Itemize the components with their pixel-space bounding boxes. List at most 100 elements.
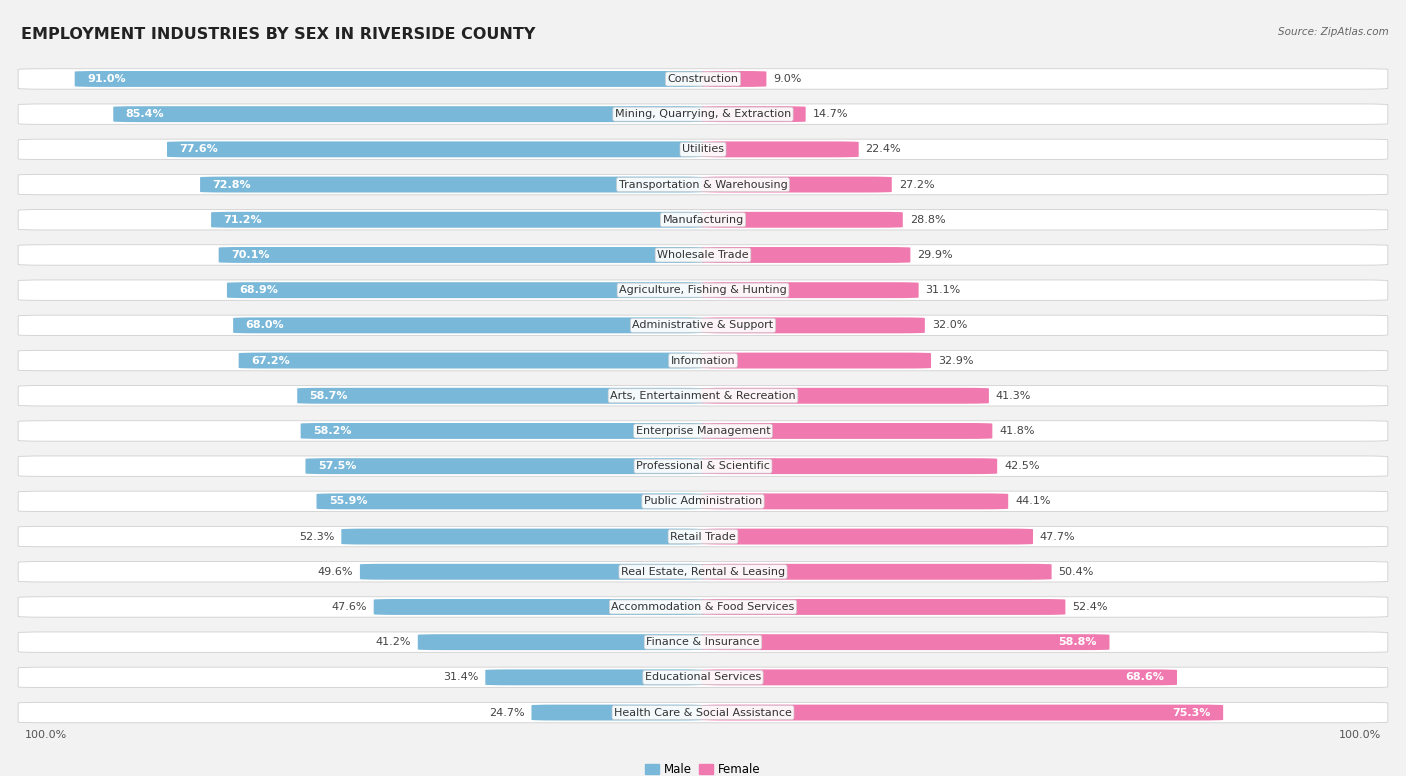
FancyBboxPatch shape [18,632,1388,653]
Text: 67.2%: 67.2% [252,355,290,365]
FancyBboxPatch shape [18,702,1388,722]
FancyBboxPatch shape [18,69,1388,89]
Text: 42.5%: 42.5% [1004,461,1039,471]
Text: EMPLOYMENT INDUSTRIES BY SEX IN RIVERSIDE COUNTY: EMPLOYMENT INDUSTRIES BY SEX IN RIVERSID… [21,27,536,42]
FancyBboxPatch shape [702,423,993,439]
FancyBboxPatch shape [18,526,1388,547]
Text: Manufacturing: Manufacturing [662,215,744,225]
FancyBboxPatch shape [702,247,910,263]
FancyBboxPatch shape [702,212,903,227]
Text: 52.3%: 52.3% [299,532,335,542]
Text: 58.7%: 58.7% [309,391,349,400]
Text: 41.8%: 41.8% [1000,426,1035,436]
Text: Source: ZipAtlas.com: Source: ZipAtlas.com [1278,27,1389,37]
FancyBboxPatch shape [702,564,1052,580]
Text: 58.8%: 58.8% [1059,637,1097,647]
Text: Educational Services: Educational Services [645,672,761,682]
Text: 41.3%: 41.3% [995,391,1031,400]
FancyBboxPatch shape [702,317,925,334]
FancyBboxPatch shape [702,282,918,298]
Text: 14.7%: 14.7% [813,109,848,120]
FancyBboxPatch shape [702,388,988,404]
Text: Agriculture, Fishing & Hunting: Agriculture, Fishing & Hunting [619,285,787,295]
Text: Public Administration: Public Administration [644,497,762,507]
FancyBboxPatch shape [702,634,1109,650]
Text: 50.4%: 50.4% [1059,566,1094,577]
Text: 24.7%: 24.7% [489,708,524,718]
Legend: Male, Female: Male, Female [641,758,765,776]
Text: Arts, Entertainment & Recreation: Arts, Entertainment & Recreation [610,391,796,400]
FancyBboxPatch shape [200,177,704,192]
FancyBboxPatch shape [114,106,704,122]
FancyBboxPatch shape [418,634,704,650]
FancyBboxPatch shape [702,670,1177,685]
Text: 68.9%: 68.9% [239,285,278,295]
FancyBboxPatch shape [226,282,704,298]
Text: 85.4%: 85.4% [125,109,165,120]
FancyBboxPatch shape [18,175,1388,195]
FancyBboxPatch shape [18,104,1388,124]
Text: 58.2%: 58.2% [314,426,352,436]
Text: Enterprise Management: Enterprise Management [636,426,770,436]
FancyBboxPatch shape [702,705,1223,720]
FancyBboxPatch shape [18,210,1388,230]
Text: 100.0%: 100.0% [1339,730,1381,740]
FancyBboxPatch shape [316,494,704,509]
Text: 47.7%: 47.7% [1040,532,1076,542]
FancyBboxPatch shape [18,386,1388,406]
Text: 27.2%: 27.2% [898,179,934,189]
FancyBboxPatch shape [342,528,704,545]
FancyBboxPatch shape [702,352,931,369]
FancyBboxPatch shape [702,71,766,87]
Text: 41.2%: 41.2% [375,637,411,647]
Text: 57.5%: 57.5% [318,461,356,471]
Text: Real Estate, Rental & Leasing: Real Estate, Rental & Leasing [621,566,785,577]
FancyBboxPatch shape [702,106,806,122]
Text: 71.2%: 71.2% [224,215,262,225]
FancyBboxPatch shape [531,705,704,720]
FancyBboxPatch shape [211,212,704,227]
FancyBboxPatch shape [485,670,704,685]
FancyBboxPatch shape [702,528,1033,545]
FancyBboxPatch shape [360,564,704,580]
Text: Transportation & Warehousing: Transportation & Warehousing [619,179,787,189]
Text: 68.6%: 68.6% [1126,672,1164,682]
Text: 29.9%: 29.9% [917,250,953,260]
Text: 55.9%: 55.9% [329,497,367,507]
FancyBboxPatch shape [18,350,1388,371]
FancyBboxPatch shape [18,139,1388,160]
Text: 9.0%: 9.0% [773,74,801,84]
Text: Construction: Construction [668,74,738,84]
Text: 70.1%: 70.1% [231,250,270,260]
Text: Wholesale Trade: Wholesale Trade [657,250,749,260]
FancyBboxPatch shape [702,599,1066,615]
FancyBboxPatch shape [18,421,1388,442]
FancyBboxPatch shape [18,562,1388,582]
Text: 91.0%: 91.0% [87,74,125,84]
Text: Administrative & Support: Administrative & Support [633,320,773,331]
Text: 72.8%: 72.8% [212,179,252,189]
Text: 44.1%: 44.1% [1015,497,1050,507]
Text: Finance & Insurance: Finance & Insurance [647,637,759,647]
FancyBboxPatch shape [18,491,1388,511]
FancyBboxPatch shape [219,247,704,263]
FancyBboxPatch shape [18,244,1388,265]
Text: 77.6%: 77.6% [180,144,218,154]
Text: 28.8%: 28.8% [910,215,945,225]
FancyBboxPatch shape [75,71,704,87]
FancyBboxPatch shape [18,667,1388,688]
FancyBboxPatch shape [702,177,891,192]
Text: Retail Trade: Retail Trade [671,532,735,542]
FancyBboxPatch shape [18,315,1388,335]
Text: 32.9%: 32.9% [938,355,973,365]
Text: 47.6%: 47.6% [332,602,367,612]
Text: 75.3%: 75.3% [1173,708,1211,718]
Text: 31.1%: 31.1% [925,285,960,295]
Text: 49.6%: 49.6% [318,566,353,577]
FancyBboxPatch shape [305,458,704,474]
Text: 31.4%: 31.4% [443,672,478,682]
Text: Accommodation & Food Services: Accommodation & Food Services [612,602,794,612]
FancyBboxPatch shape [18,597,1388,617]
FancyBboxPatch shape [239,352,704,369]
Text: 32.0%: 32.0% [932,320,967,331]
